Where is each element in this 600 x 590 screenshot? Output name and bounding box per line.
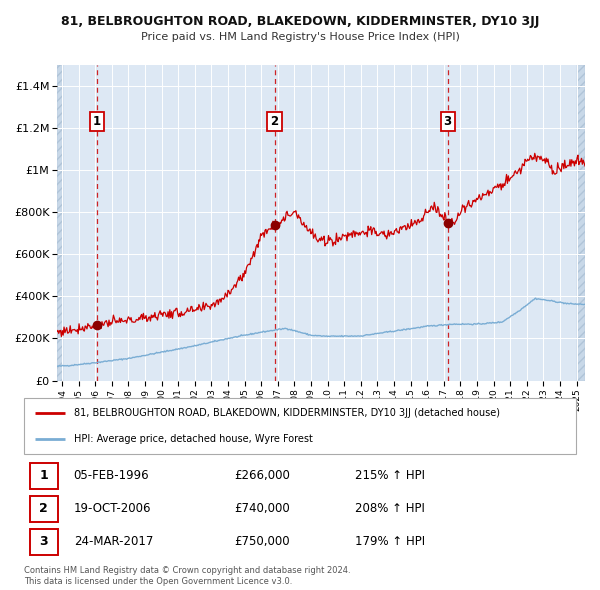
Text: £266,000: £266,000 — [234, 469, 290, 483]
Text: HPI: Average price, detached house, Wyre Forest: HPI: Average price, detached house, Wyre… — [74, 434, 313, 444]
Text: 208% ↑ HPI: 208% ↑ HPI — [355, 502, 425, 516]
Text: Contains HM Land Registry data © Crown copyright and database right 2024.: Contains HM Land Registry data © Crown c… — [24, 566, 350, 575]
Text: 24-MAR-2017: 24-MAR-2017 — [74, 535, 153, 549]
Text: 81, BELBROUGHTON ROAD, BLAKEDOWN, KIDDERMINSTER, DY10 3JJ: 81, BELBROUGHTON ROAD, BLAKEDOWN, KIDDER… — [61, 15, 539, 28]
FancyBboxPatch shape — [24, 398, 576, 454]
Text: 3: 3 — [443, 115, 452, 128]
FancyBboxPatch shape — [29, 496, 58, 522]
Bar — [577, 65, 585, 381]
Text: Price paid vs. HM Land Registry's House Price Index (HPI): Price paid vs. HM Land Registry's House … — [140, 32, 460, 42]
Bar — [57, 65, 63, 381]
Text: This data is licensed under the Open Government Licence v3.0.: This data is licensed under the Open Gov… — [24, 577, 292, 586]
FancyBboxPatch shape — [29, 529, 58, 555]
Text: £740,000: £740,000 — [234, 502, 290, 516]
Text: £750,000: £750,000 — [234, 535, 289, 549]
Text: 215% ↑ HPI: 215% ↑ HPI — [355, 469, 425, 483]
Text: 2: 2 — [271, 115, 278, 128]
FancyBboxPatch shape — [29, 463, 58, 489]
Text: 3: 3 — [40, 535, 48, 549]
Text: 1: 1 — [40, 469, 48, 483]
Text: 1: 1 — [93, 115, 101, 128]
Text: 81, BELBROUGHTON ROAD, BLAKEDOWN, KIDDERMINSTER, DY10 3JJ (detached house): 81, BELBROUGHTON ROAD, BLAKEDOWN, KIDDER… — [74, 408, 500, 418]
Text: 05-FEB-1996: 05-FEB-1996 — [74, 469, 149, 483]
Text: 2: 2 — [40, 502, 48, 516]
Text: 19-OCT-2006: 19-OCT-2006 — [74, 502, 151, 516]
Text: 179% ↑ HPI: 179% ↑ HPI — [355, 535, 425, 549]
